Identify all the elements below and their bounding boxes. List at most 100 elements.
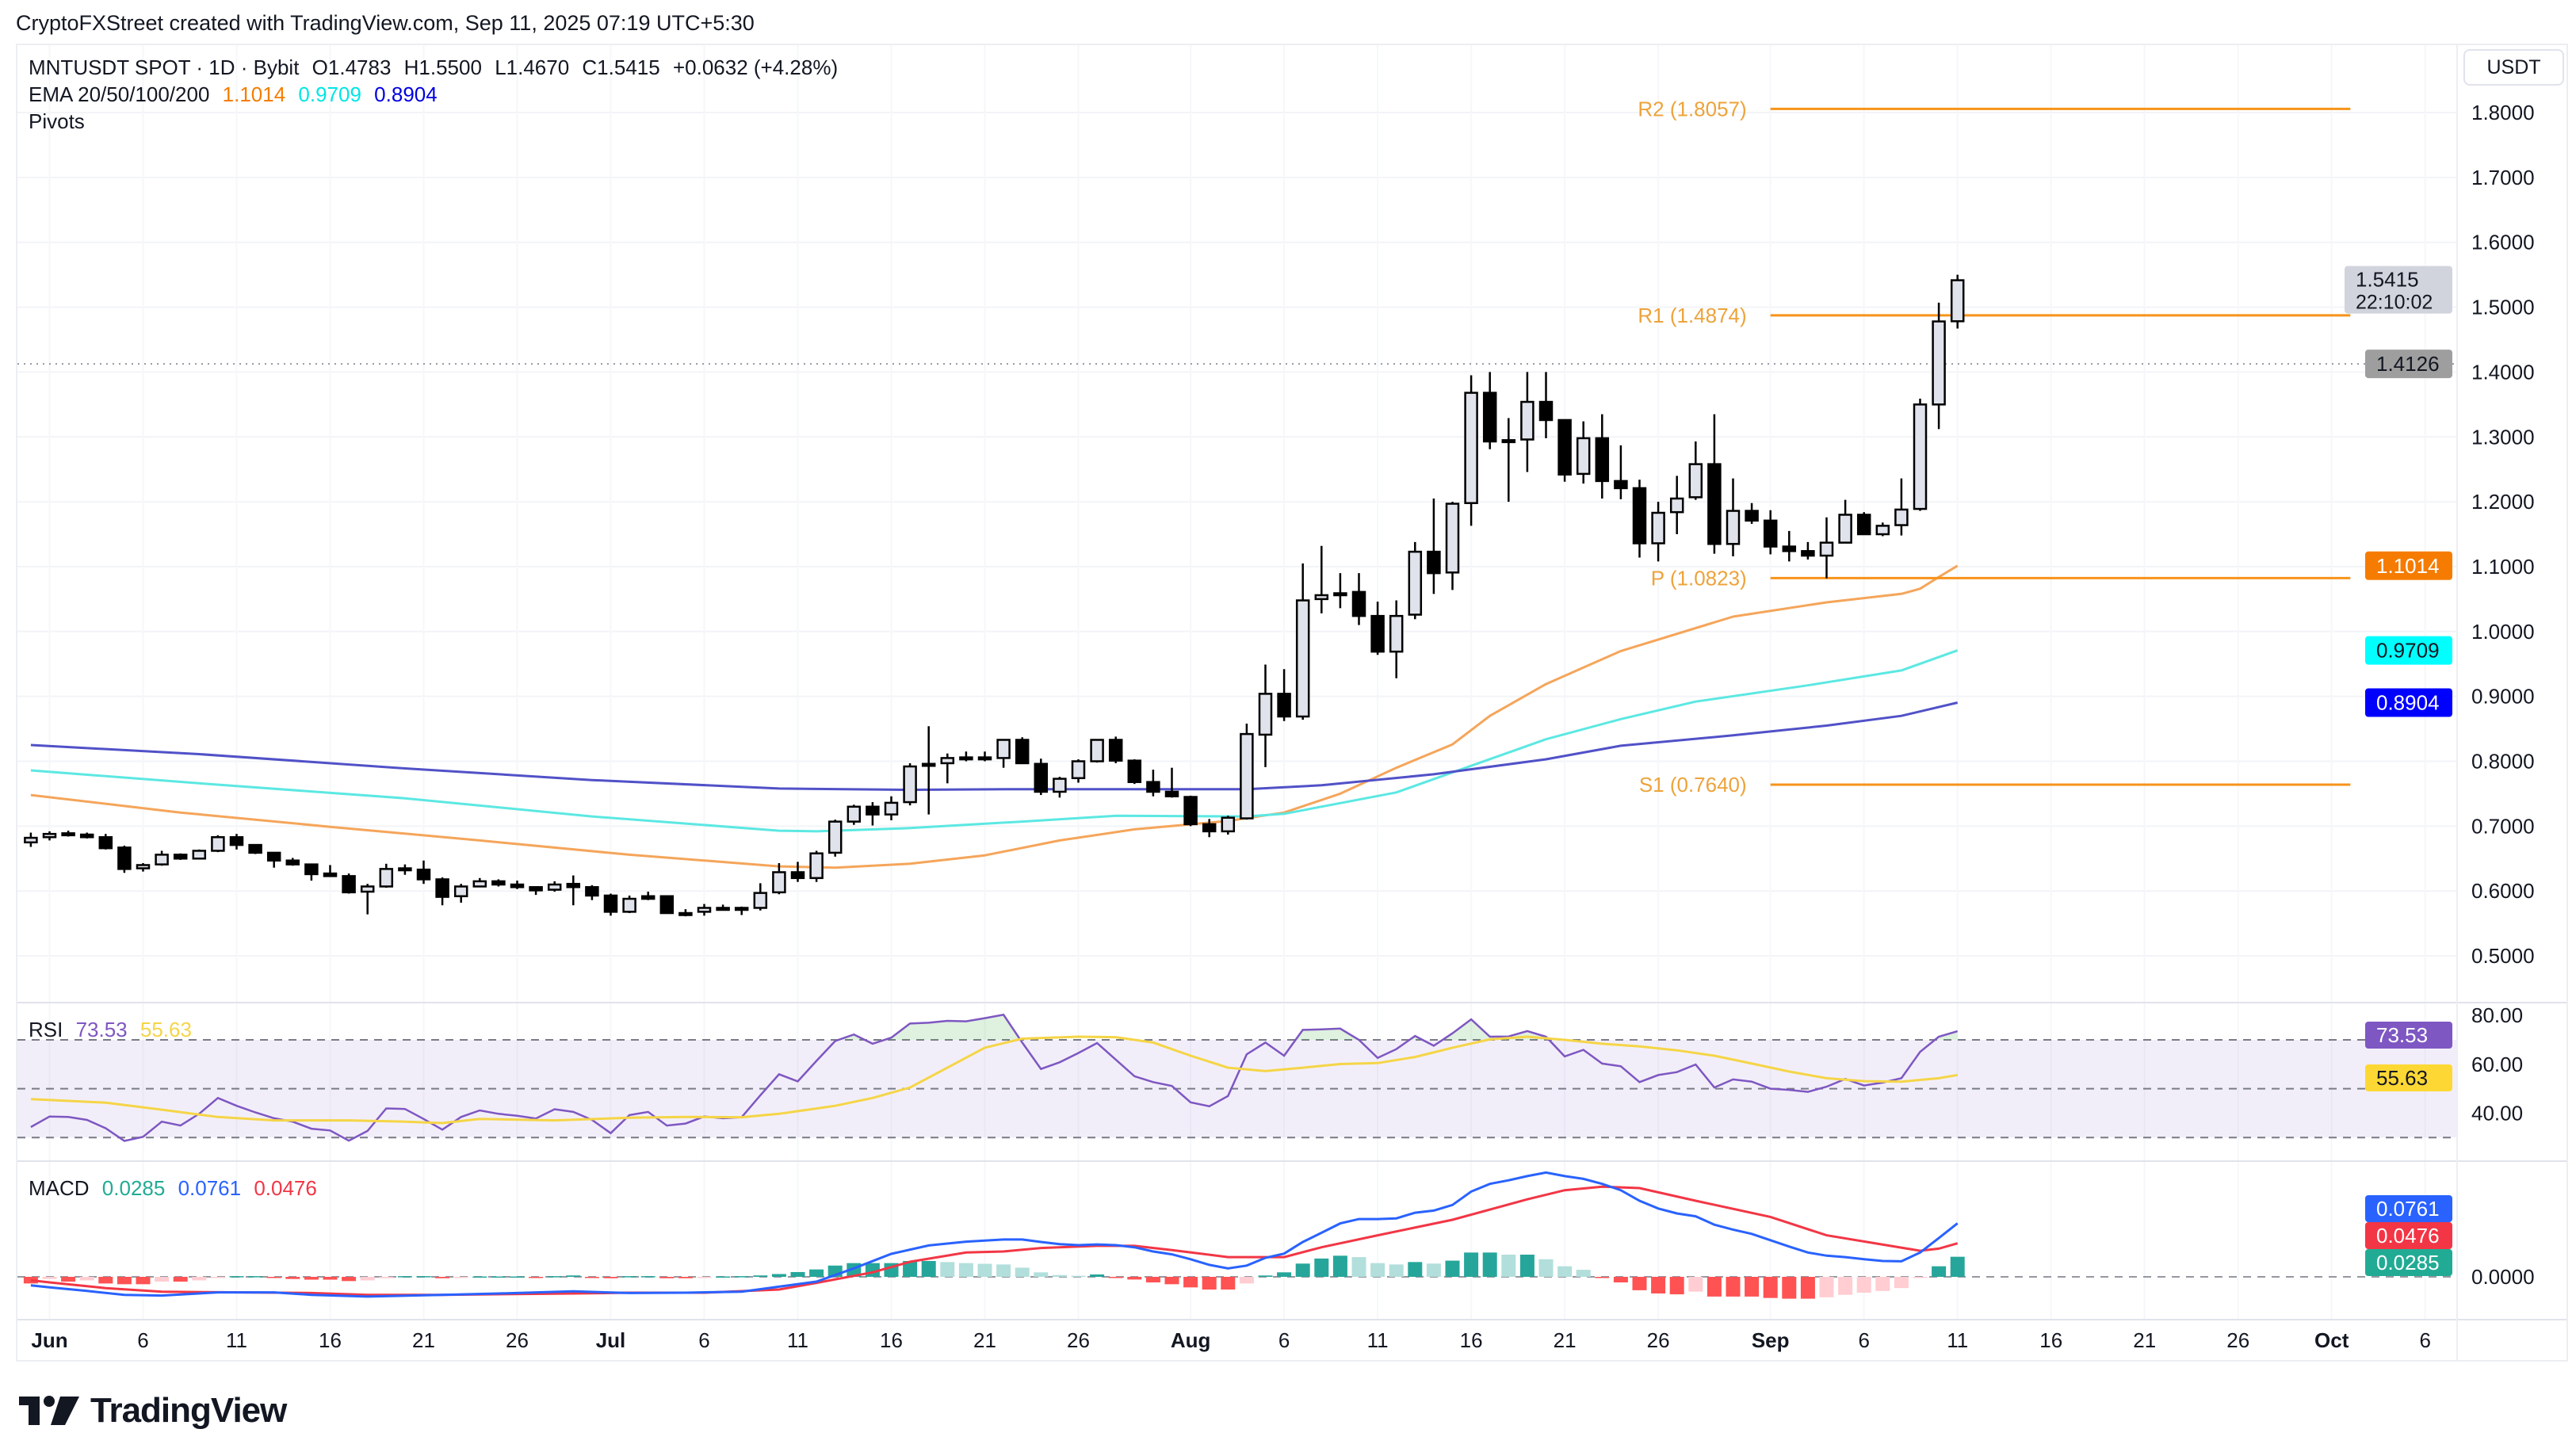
ema-axis-label: 1.1014 xyxy=(2365,551,2452,580)
macd-histogram-bar xyxy=(584,1277,599,1278)
candle-body-up xyxy=(622,897,636,913)
macd-histogram-bar xyxy=(1482,1252,1497,1277)
chart-caption: CryptoFXStreet created with TradingView.… xyxy=(16,11,755,35)
candle xyxy=(753,883,768,911)
candle xyxy=(959,751,973,762)
macd-histogram-bar xyxy=(79,1277,94,1281)
macd-histogram-bar xyxy=(397,1276,412,1278)
price-tick-label: 1.6000 xyxy=(2471,231,2535,254)
macd-histogram-bar xyxy=(566,1275,581,1277)
candle-body-up xyxy=(1258,693,1273,736)
macd-histogram-bar xyxy=(697,1277,712,1278)
time-tick-label: 6 xyxy=(2419,1328,2430,1352)
pivots-label[interactable]: Pivots xyxy=(29,109,85,133)
macd-signal-line xyxy=(30,1185,1959,1297)
time-tick-label: 11 xyxy=(1947,1328,1968,1352)
candle-body-down xyxy=(285,859,300,865)
ema-legend[interactable]: EMA 20/50/100/200 1.1014 0.9709 0.8904 xyxy=(29,82,445,107)
rsi-legend[interactable]: RSI 73.53 55.63 xyxy=(29,1018,199,1042)
candle xyxy=(1127,759,1142,785)
macd-histogram-bar xyxy=(1034,1272,1049,1277)
ema-label[interactable]: EMA 20/50/100/200 xyxy=(29,82,210,106)
time-tick-label: 6 xyxy=(698,1328,709,1352)
reference-price-label: 1.4126 xyxy=(2365,350,2452,379)
macd-histogram-bar xyxy=(1950,1256,1965,1277)
candle-body-down xyxy=(79,833,94,839)
candle-body-down xyxy=(659,895,675,915)
bar-countdown: 22:10:02 xyxy=(2356,292,2433,314)
macd-signal-axis-label-bg xyxy=(2365,1222,2452,1249)
rsi-label[interactable]: RSI xyxy=(29,1018,63,1041)
candle xyxy=(977,751,992,762)
candle xyxy=(416,860,431,885)
candle xyxy=(1819,517,1834,579)
candle-body-up xyxy=(42,832,57,839)
macd-histogram-bar xyxy=(342,1277,357,1282)
candle xyxy=(827,820,843,857)
candle-body-down xyxy=(1538,400,1554,422)
rsi-axis-label-text: 73.53 xyxy=(2376,1023,2428,1047)
candle-body-up xyxy=(61,832,75,837)
candle-body-up xyxy=(734,907,749,911)
candle xyxy=(1071,759,1086,783)
tradingview-logo[interactable]: TradingView xyxy=(19,1391,287,1431)
macd-histogram-bar xyxy=(1408,1262,1423,1277)
candle-body-up xyxy=(1894,508,1909,526)
macd-pane xyxy=(17,1171,2457,1299)
candle xyxy=(716,904,730,911)
candle xyxy=(1202,819,1217,838)
candle xyxy=(398,864,412,875)
candle xyxy=(472,877,487,888)
candle xyxy=(1838,499,1852,544)
candle xyxy=(1576,421,1591,484)
macd-histogram-bar xyxy=(1464,1252,1479,1277)
ema50-value: 0.9709 xyxy=(298,82,361,106)
candle xyxy=(1614,445,1628,499)
symbol-name[interactable]: MNTUSDT SPOT · 1D · Bybit xyxy=(29,55,300,79)
price-tick-label: 1.1000 xyxy=(2471,555,2535,579)
candle xyxy=(1745,502,1759,524)
macd-histogram-bar xyxy=(453,1277,468,1278)
candle xyxy=(847,804,862,825)
time-tick-label: 16 xyxy=(2039,1328,2062,1352)
macd-histogram-bar xyxy=(1576,1270,1591,1277)
symbol-legend[interactable]: MNTUSDT SPOT · 1D · Bybit O1.4783 H1.550… xyxy=(29,55,845,80)
candle-body-up xyxy=(884,801,899,816)
candle xyxy=(547,881,562,892)
pivots-legend[interactable]: Pivots xyxy=(29,109,92,134)
candle xyxy=(1108,736,1123,763)
candle-body-down xyxy=(1202,823,1217,833)
macd-legend[interactable]: MACD 0.0285 0.0761 0.0476 xyxy=(29,1176,324,1201)
macd-histogram-bar xyxy=(1519,1255,1535,1277)
macd-histogram-bar xyxy=(1595,1277,1610,1278)
macd-histogram-bar xyxy=(360,1277,375,1281)
chart-frame xyxy=(16,44,2568,1362)
candle-body-up xyxy=(1838,514,1852,544)
macd-histogram-bar xyxy=(1277,1272,1292,1277)
candle-body-up xyxy=(1913,403,1928,510)
macd-histogram-bar xyxy=(1295,1263,1310,1277)
rsi-overbought-fill xyxy=(30,1014,1958,1040)
ohlc-open: O1.4783 xyxy=(311,55,392,79)
macd-histogram-bar xyxy=(1838,1277,1853,1295)
macd-histogram-bar xyxy=(1782,1277,1797,1299)
pivot-label: R1 (1.4874) xyxy=(1638,304,1746,327)
macd-histogram-bar xyxy=(1894,1277,1909,1289)
ema100-value: 0.8904 xyxy=(374,82,438,106)
rsi-ma-axis-label: 55.63 xyxy=(2365,1064,2452,1091)
macd-histogram-bar xyxy=(1426,1263,1441,1277)
price-tick-label: 0.9000 xyxy=(2471,685,2535,709)
candle-body-up xyxy=(809,852,824,880)
macd-signal-axis-label-text: 0.0476 xyxy=(2376,1224,2440,1248)
currency-button[interactable]: USDT xyxy=(2463,49,2564,86)
macd-axis-label-text: 0.0761 xyxy=(2376,1197,2440,1221)
macd-axis-label-bg xyxy=(2365,1195,2452,1222)
macd-label[interactable]: MACD xyxy=(29,1176,90,1200)
macd-histogram-bar xyxy=(1314,1258,1329,1277)
macd-histogram-bar xyxy=(248,1276,263,1278)
macd-hist-axis-label-text: 0.0285 xyxy=(2376,1251,2440,1274)
time-tick-label: Jul xyxy=(596,1328,626,1352)
candle xyxy=(1632,480,1647,558)
